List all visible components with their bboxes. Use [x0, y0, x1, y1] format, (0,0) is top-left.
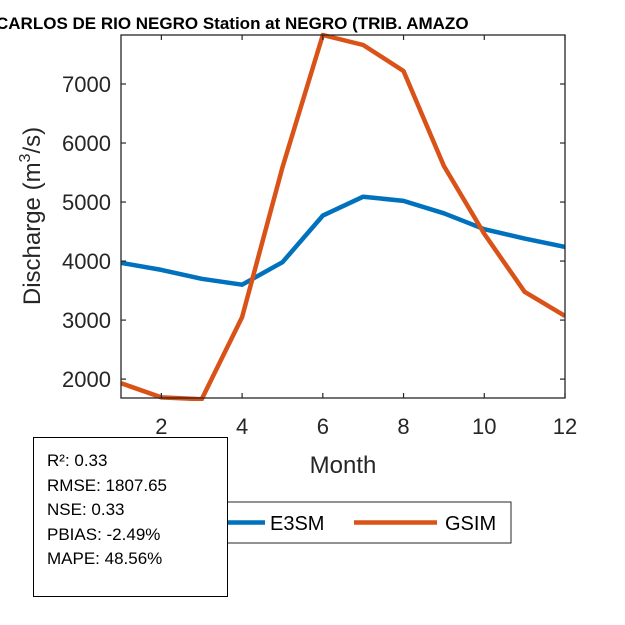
- y-tick-label: 7000: [62, 72, 111, 97]
- y-tick-label: 3000: [62, 308, 111, 333]
- y-axis-label-main: Discharge (m: [19, 162, 46, 305]
- x-tick-label: 2: [155, 414, 167, 439]
- y-tick-label: 4000: [62, 249, 111, 274]
- y-axis-label: Discharge (m3/s): [17, 127, 46, 305]
- y-axis-label-superscript: 3: [17, 153, 34, 162]
- metric-pbias: PBIAS: -2.49%: [47, 524, 161, 544]
- chart-title: CARLOS DE RIO NEGRO Station at NEGRO (TR…: [0, 14, 469, 33]
- metric-rmse: RMSE: 1807.65: [47, 475, 168, 495]
- x-tick-label: 10: [472, 414, 496, 439]
- y-tick-label: 5000: [62, 190, 111, 215]
- x-tick-label: 4: [236, 414, 248, 439]
- x-tick-label: 8: [397, 414, 409, 439]
- plot-area: [120, 32, 566, 401]
- x-axis-label: Month: [310, 452, 377, 479]
- legend-label-gsim: GSIM: [445, 513, 496, 535]
- y-tick-labels: 2000 3000 4000 5000 6000 7000: [62, 72, 111, 392]
- metric-mape: MAPE: 48.56%: [47, 549, 163, 568]
- metric-r-squared: R²: 0.33: [47, 451, 108, 470]
- axes-box: [120, 34, 566, 399]
- series-line-gsim: [121, 32, 565, 401]
- series-line-e3sm: [121, 194, 565, 287]
- axis-ticks: [121, 35, 566, 398]
- metric-nse: NSE: 0.33: [47, 500, 125, 519]
- y-axis-label-suffix: /s): [19, 127, 46, 154]
- x-tick-labels: 2 4 6 8 10 12: [155, 414, 577, 439]
- series-lines: [121, 32, 565, 401]
- y-tick-label: 6000: [62, 131, 111, 156]
- y-tick-label: 2000: [62, 367, 111, 392]
- x-tick-label: 12: [553, 414, 577, 439]
- x-tick-label: 6: [317, 414, 329, 439]
- metrics-box: R²: 0.33 RMSE: 1807.65 NSE: 0.33 PBIAS: …: [33, 437, 228, 597]
- legend-label-e3sm: E3SM: [270, 513, 324, 535]
- axes-background: [121, 35, 565, 398]
